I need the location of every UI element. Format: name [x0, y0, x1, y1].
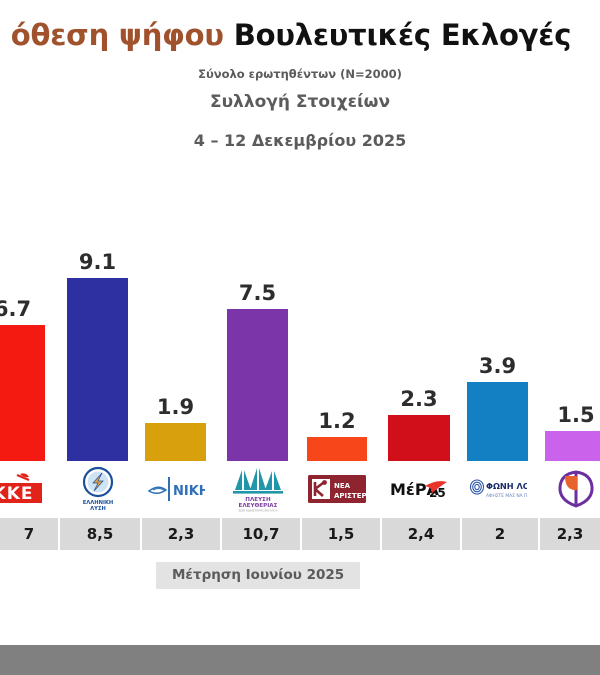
june-value-cell: 10,7	[222, 518, 302, 550]
svg-text:ΚΚΕ: ΚΚΕ	[0, 484, 33, 504]
bar-rect	[145, 423, 206, 461]
june-value-cell: 7	[0, 518, 60, 550]
sample-size-label: Σύνολο ερωτηθέντων (Ν=2000)	[198, 67, 402, 81]
bar-value-label: 9.1	[78, 250, 117, 274]
bar-group-8: 1.5	[545, 180, 600, 515]
bar-value-label: 3.9	[478, 354, 517, 378]
nea-aristera-logo: ΝΕΑ ΑΡΙΣΤΕΡΑ	[307, 463, 367, 515]
bar-value-label: 1.5	[557, 403, 595, 427]
page-title-highlight: όθεση ψήφου	[10, 18, 224, 52]
bar-value-label: 1.9	[156, 395, 195, 419]
bar-group-2: 9.1 ΕΛΛΗΝΙΚΗ ΛΥΣΗ	[67, 180, 128, 515]
june-value-cell: 2,3	[540, 518, 600, 550]
plefsi-logo: ΠΛΕΥΣΗ ΕΛΕΥΘΕΡΙΑΣ ΖΩΗ ΚΩΝΣΤΑΝΤΟΠΟΥΛΟΥ	[227, 463, 288, 515]
bar-group-4: 7.5 ΠΛΕΥΣΗ ΕΛΕΥΘΕΡΙΑΣ ΖΩΗ ΚΩΝΣΤΑΝΤΟΠΟΥΛΟ…	[227, 180, 288, 515]
footer-band	[0, 645, 600, 675]
bar-rect	[388, 415, 450, 461]
elliniki-lysi-logo: ΕΛΛΗΝΙΚΗ ΛΥΣΗ	[67, 463, 128, 515]
june-value-cell: 2,4	[382, 518, 462, 550]
page-title: όθεση ψήφου Βουλευτικές Εκλογές	[0, 18, 600, 52]
bar-group-7: 3.9 ΦΩΝΗ ΛΟΓΙΚΗΣ ΑΦΗΣΤΕ ΜΑΣ ΝΑ ΠΡΟΟΔΕΥΣΟ…	[467, 180, 528, 515]
niki-logo: ΝΙΚΗ	[145, 463, 206, 515]
bar-rect	[227, 309, 288, 461]
june-value-cell: 2	[462, 518, 540, 550]
bar-group-1: 6.7 ΚΚΕ	[0, 180, 45, 515]
svg-text:ΠΛΕΥΣΗ: ΠΛΕΥΣΗ	[245, 497, 271, 503]
bar-value-label: 6.7	[0, 297, 32, 321]
page-title-main: Βουλευτικές Εκλογές	[233, 18, 572, 52]
bar-value-label: 7.5	[238, 281, 277, 305]
mera25-logo: ΜέΡΑ 25	[388, 463, 450, 515]
bar-value-label: 2.3	[400, 387, 438, 411]
svg-text:ΑΦΗΣΤΕ ΜΑΣ ΝΑ ΠΡΟΟΔΕΥΣΟΥΜΕ: ΑΦΗΣΤΕ ΜΑΣ ΝΑ ΠΡΟΟΔΕΥΣΟΥΜΕ	[486, 493, 527, 499]
bar-rect	[0, 325, 45, 461]
svg-text:ΕΛΕΥΘΕΡΙΑΣ: ΕΛΕΥΘΕΡΙΑΣ	[238, 503, 277, 509]
bar-rect	[545, 431, 600, 461]
foni-logikis-logo: ΦΩΝΗ ΛΟΓΙΚΗΣ ΑΦΗΣΤΕ ΜΑΣ ΝΑ ΠΡΟΟΔΕΥΣΟΥΜΕ	[467, 463, 528, 515]
kke-logo: ΚΚΕ	[0, 463, 45, 515]
collection-label: Συλλογή Στοιχείων	[209, 92, 391, 112]
june-comparison-legend: Μέτρηση Ιουνίου 2025	[156, 562, 361, 589]
bar-group-5: 1.2 ΝΕΑ ΑΡΙΣΤΕΡΑ	[307, 180, 367, 515]
bar-chart-plot: 6.7 ΚΚΕ 9.1 ΕΛΛΗΝΙΚΗ ΛΥΣΗ 1.9 ΝΙΚΗ 7.5	[0, 180, 600, 515]
june-value-cell: 8,5	[60, 518, 142, 550]
bar-value-label: 1.2	[318, 409, 356, 433]
bar-group-6: 2.3 ΜέΡΑ 25	[388, 180, 450, 515]
oikologoi-logo	[545, 463, 600, 515]
bar-rect	[67, 278, 128, 461]
date-range-label: 4 – 12 Δεκεμβρίου 2025	[193, 131, 407, 150]
june-value-cell: 2,3	[142, 518, 222, 550]
bar-rect	[467, 382, 528, 461]
svg-text:ΝΕΑ: ΝΕΑ	[334, 482, 351, 490]
june-value-cell: 1,5	[302, 518, 382, 550]
june-comparison-row: 7 8,5 2,3 10,7 1,5 2,4 2 2,3	[0, 518, 600, 550]
bar-rect	[307, 437, 367, 461]
svg-text:ΝΙΚΗ: ΝΙΚΗ	[173, 484, 205, 499]
bar-group-3: 1.9 ΝΙΚΗ	[145, 180, 206, 515]
svg-text:ΕΛΛΗΝΙΚΗ: ΕΛΛΗΝΙΚΗ	[82, 500, 113, 506]
svg-text:ΖΩΗ ΚΩΝΣΤΑΝΤΟΠΟΥΛΟΥ: ΖΩΗ ΚΩΝΣΤΑΝΤΟΠΟΥΛΟΥ	[238, 509, 277, 513]
svg-text:ΛΥΣΗ: ΛΥΣΗ	[90, 506, 106, 512]
svg-text:ΦΩΝΗ ΛΟΓΙΚΗΣ: ΦΩΝΗ ΛΟΓΙΚΗΣ	[486, 481, 527, 491]
svg-text:ΜέΡΑ: ΜέΡΑ	[390, 480, 440, 499]
svg-text:ΑΡΙΣΤΕΡΑ: ΑΡΙΣΤΕΡΑ	[334, 492, 366, 500]
